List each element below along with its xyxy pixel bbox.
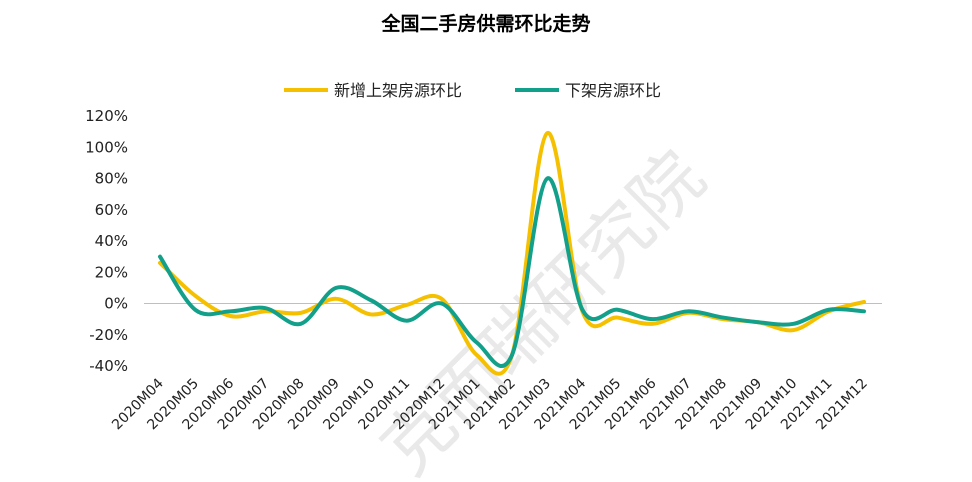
y-tick-label: 120% [85, 107, 128, 125]
chart-title: 全国二手房供需环比走势 [380, 12, 590, 35]
y-tick-label: 20% [95, 263, 128, 281]
legend-label: 下架房源环比 [565, 81, 661, 100]
y-tick-label: 100% [85, 138, 128, 156]
series-group [158, 131, 866, 376]
y-axis: -40% -20% 0% 20% 40% 60% 80% 100% 120% [85, 107, 128, 375]
series-line-2 [158, 176, 866, 368]
y-tick-label: 60% [95, 201, 128, 219]
y-tick-label: -40% [89, 357, 128, 375]
y-tick-label: 0% [104, 295, 128, 313]
legend: 新增上架房源环比 下架房源环比 [284, 81, 661, 100]
y-tick-label: 80% [95, 170, 128, 188]
y-tick-label: 40% [95, 232, 128, 250]
y-tick-label: -20% [89, 326, 128, 344]
legend-label: 新增上架房源环比 [334, 81, 462, 100]
